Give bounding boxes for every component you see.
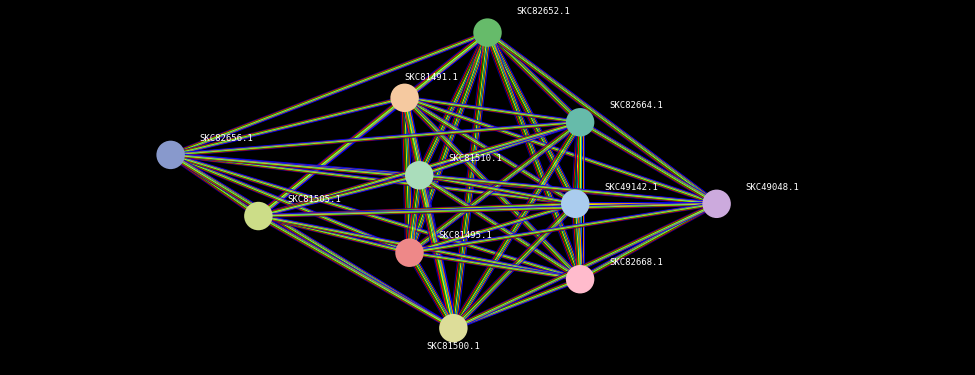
Text: SKC82668.1: SKC82668.1 (609, 258, 663, 267)
Point (567, 201, 583, 207)
Text: SKC81505.1: SKC81505.1 (288, 195, 341, 204)
Point (397, 95, 412, 101)
Text: SKC82652.1: SKC82652.1 (517, 7, 570, 16)
Point (480, 30, 495, 36)
Point (251, 213, 266, 219)
Point (411, 172, 427, 178)
Point (709, 201, 724, 207)
Text: SKC82664.1: SKC82664.1 (609, 101, 663, 110)
Text: SKC82656.1: SKC82656.1 (200, 134, 254, 142)
Point (572, 119, 588, 125)
Point (446, 325, 461, 331)
Text: SKC49142.1: SKC49142.1 (604, 183, 658, 192)
Text: SKC49048.1: SKC49048.1 (746, 183, 799, 192)
Text: SKC81495.1: SKC81495.1 (439, 231, 492, 240)
Text: SKC81510.1: SKC81510.1 (448, 154, 502, 163)
Point (402, 250, 417, 256)
Point (572, 276, 588, 282)
Text: SKC81500.1: SKC81500.1 (426, 342, 481, 351)
Point (163, 152, 178, 158)
Text: SKC81491.1: SKC81491.1 (405, 72, 458, 81)
